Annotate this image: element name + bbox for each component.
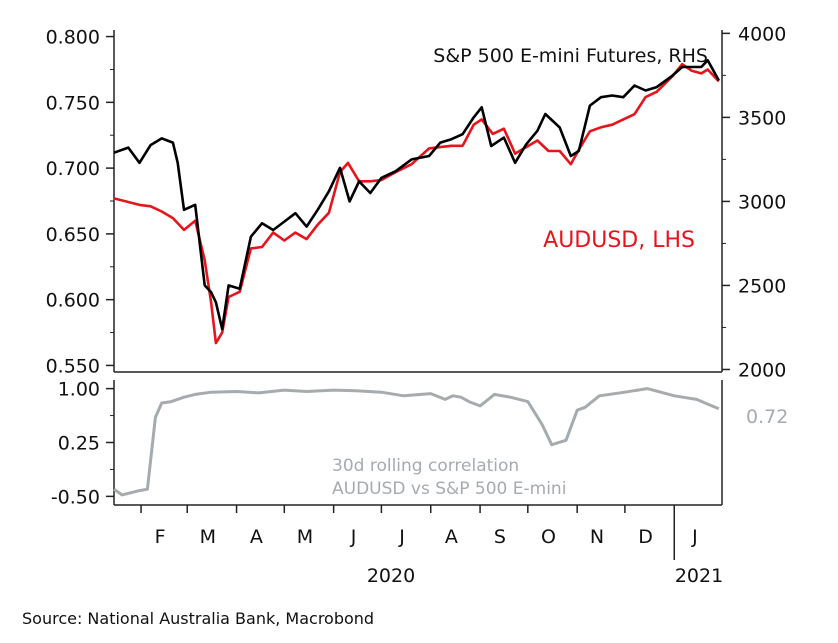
x-month-label: O: [541, 526, 556, 548]
x-month-label: J: [398, 526, 405, 548]
year-label-2020: 2020: [367, 565, 415, 587]
x-month-label: M: [297, 526, 313, 548]
x-month-label: N: [590, 526, 604, 548]
rhs-series-label: S&P 500 E-mini Futures, RHS: [433, 45, 708, 67]
right-tick-label: 3500: [738, 107, 786, 129]
lhs-series-label: AUDUSD, LHS: [543, 228, 695, 253]
x-month-label: A: [445, 526, 458, 548]
left-tick-label: 0.750: [46, 92, 100, 114]
right-tick-label: 2000: [738, 359, 786, 381]
correlation-line: [113, 387, 720, 497]
audusd-line: [113, 62, 720, 345]
source-note: Source: National Australia Bank, Macrobo…: [22, 609, 374, 628]
top-right-y-ticks: 4000 3500 3000 2500 2000: [722, 23, 786, 381]
x-month-label: A: [250, 526, 263, 548]
left-tick-label: 0.700: [46, 158, 100, 180]
x-month-label: J: [350, 526, 357, 548]
correlation-caption-line2: AUDUSD vs S&P 500 E-mini: [332, 479, 566, 499]
x-month-label: S: [494, 526, 506, 548]
bottom-y-ticks: 1.00 0.25 -0.50: [51, 379, 114, 508]
right-tick-label: 2500: [738, 275, 786, 297]
x-month-label: F: [155, 526, 166, 548]
x-month-label: M: [200, 526, 216, 548]
top-left-y-ticks: 0.800 0.750 0.700 0.650 0.600 0.550: [46, 27, 114, 377]
year-label-2021: 2021: [675, 565, 723, 587]
bottom-tick-label: 0.25: [58, 433, 100, 455]
series-layer: [113, 58, 720, 497]
left-tick-label: 0.600: [46, 290, 100, 312]
x-month-label: J: [691, 526, 698, 548]
right-tick-label: 4000: [738, 23, 786, 45]
s-and-p-line: [113, 58, 720, 331]
correlation-last-value: 0.72: [746, 406, 788, 428]
correlation-caption-line1: 30d rolling correlation: [332, 456, 519, 476]
bottom-tick-label: -0.50: [51, 486, 100, 508]
bottom-tick-label: 1.00: [58, 379, 100, 401]
right-tick-label: 3000: [738, 191, 786, 213]
left-tick-label: 0.650: [46, 224, 100, 246]
left-tick-label: 0.800: [46, 27, 100, 49]
x-month-label: D: [638, 526, 653, 548]
left-tick-label: 0.550: [46, 355, 100, 377]
